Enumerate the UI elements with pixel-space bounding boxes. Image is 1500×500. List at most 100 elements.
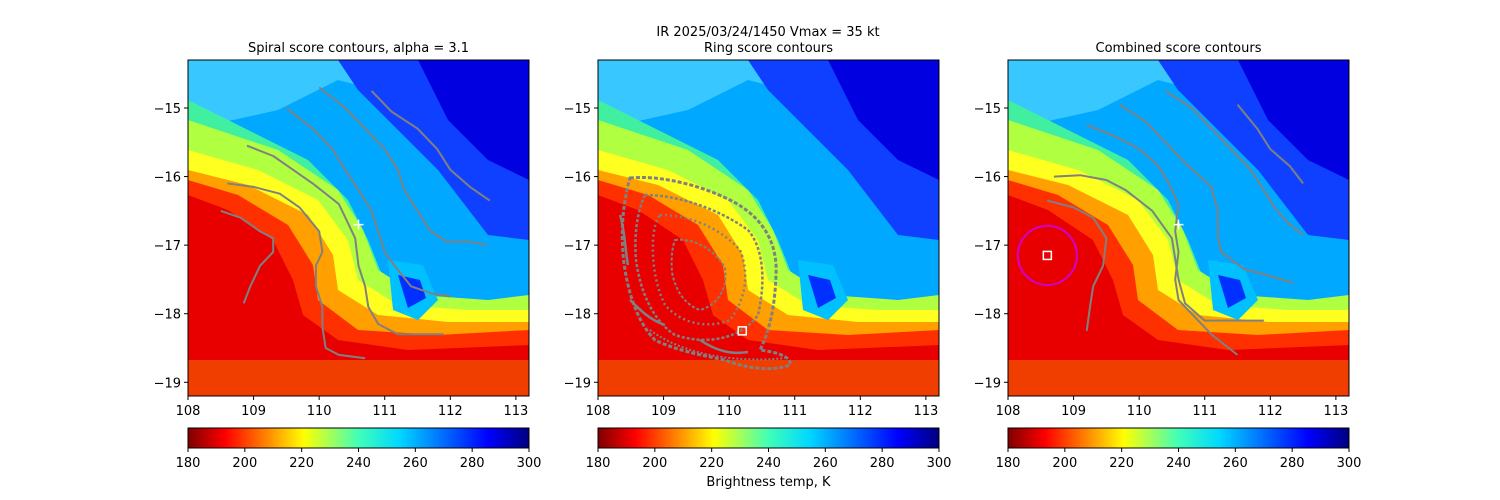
y-tick-label: −15 (564, 102, 591, 117)
colorbar-tick-label: 300 (1337, 456, 1362, 471)
spiral-contours (220, 86, 491, 360)
colorbar-tick-label: 260 (1223, 456, 1248, 471)
x-ticks-spiral: 108 109 110 111 112 113 (176, 396, 528, 419)
colorbar-spiral (187, 427, 530, 449)
colorbar-tick-label: 260 (813, 456, 838, 471)
x-tick-label: 109 (241, 404, 266, 419)
colorbar-tick-label: 280 (460, 456, 485, 471)
colorbar-tick-label: 240 (346, 456, 371, 471)
colorbar-tick-label: 200 (1052, 456, 1077, 471)
y-tick-label: −17 (974, 239, 1001, 254)
panel-title-ring: Ring score contours (704, 41, 833, 56)
colorbar-label: Brightness temp, K (706, 475, 831, 490)
colorbar-tick-label: 200 (642, 456, 667, 471)
colorbar-tick-label: 260 (403, 456, 428, 471)
colorbar-tick-label: 180 (586, 456, 611, 471)
score-contour-line (227, 182, 366, 360)
colorbar-tick-label: 280 (870, 456, 895, 471)
colorbar-ring (597, 427, 940, 449)
colorbar-tick-label: 300 (517, 456, 542, 471)
x-tick-label: 112 (848, 404, 873, 419)
score-contour-line (1236, 103, 1304, 185)
axes-frame-ring (597, 59, 940, 397)
score-contour-line (1047, 199, 1108, 332)
y-tick-label: −19 (564, 376, 591, 391)
colorbar-ticks-spiral: 180 200 220 240 260 280 300 (176, 448, 542, 471)
score-contour-line (318, 86, 487, 247)
y-tick-label: −19 (154, 376, 181, 391)
y-tick-label: −19 (974, 376, 1001, 391)
panel-ring: Ring score contours 108 109 110 111 112 113 −… (564, 41, 952, 490)
y-tick-label: −16 (974, 171, 1001, 186)
score-contour-line (285, 107, 451, 298)
best-fit-circle (1016, 224, 1078, 286)
center-square-marker (1042, 250, 1053, 261)
colorbar-tick-label: 180 (996, 456, 1021, 471)
x-tick-label: 112 (438, 404, 463, 419)
x-tick-label: 108 (996, 404, 1021, 419)
x-tick-label: 110 (307, 404, 332, 419)
ring-markers (737, 326, 748, 336)
score-contour-line (1086, 124, 1239, 356)
colorbar-ticks-combined: 180 200 220 240 260 280 300 (996, 448, 1362, 471)
colorbar-tick-label: 220 (1109, 456, 1134, 471)
score-contour-line (1118, 103, 1294, 284)
x-tick-label: 111 (372, 404, 397, 419)
x-ticks-combined: 108 109 110 111 112 113 (996, 396, 1348, 419)
y-tick-label: −15 (154, 102, 181, 117)
panel-combined: Combined score contours 108 109 110 111 112 1… (974, 41, 1362, 471)
y-tick-label: −16 (564, 171, 591, 186)
score-contour-line (220, 209, 275, 304)
axes-frame-combined (1007, 59, 1350, 397)
y-ticks-spiral: −15 −16 −17 −18 −19 (154, 102, 188, 391)
x-tick-label: 113 (913, 404, 938, 419)
center-square-marker (737, 326, 748, 336)
colorbar-tick-label: 240 (756, 456, 781, 471)
score-contour-line (1053, 174, 1264, 322)
x-tick-label: 108 (586, 404, 611, 419)
y-ticks-combined: −15 −16 −17 −18 −19 (974, 102, 1008, 391)
y-tick-label: −16 (154, 171, 181, 186)
colorbar-combined (1007, 427, 1350, 449)
y-tick-label: −17 (154, 239, 181, 254)
y-tick-label: −17 (564, 239, 591, 254)
y-tick-label: −18 (564, 308, 591, 323)
spiral-markers (353, 219, 364, 230)
y-tick-label: −15 (974, 102, 1001, 117)
x-tick-label: 111 (782, 404, 807, 419)
colorbar-tick-label: 200 (232, 456, 257, 471)
colorbar-tick-label: 240 (1166, 456, 1191, 471)
colorbar-tick-label: 180 (176, 456, 201, 471)
panel-spiral: Spiral score contours, alpha = 3.1 108 10… (154, 41, 542, 471)
figure-suptitle: IR 2025/03/24/1450 Vmax = 35 kt (656, 25, 879, 40)
score-contour-line (246, 144, 444, 336)
colorbar-tick-label: 220 (289, 456, 314, 471)
x-tick-label: 110 (717, 404, 742, 419)
y-ticks-ring: −15 −16 −17 −18 −19 (564, 102, 598, 391)
x-ticks-ring: 108 109 110 111 112 113 (586, 396, 938, 419)
colorbar-tick-label: 280 (1280, 456, 1305, 471)
x-tick-label: 110 (1127, 404, 1152, 419)
x-tick-label: 113 (1323, 404, 1348, 419)
y-tick-label: −18 (974, 308, 1001, 323)
x-tick-label: 111 (1192, 404, 1217, 419)
panel-title-spiral: Spiral score contours, alpha = 3.1 (248, 41, 469, 56)
x-tick-label: 113 (503, 404, 528, 419)
y-tick-label: −18 (154, 308, 181, 323)
first-guess-plus-marker (1173, 219, 1184, 230)
colorbar-tick-label: 220 (699, 456, 724, 471)
x-tick-label: 112 (1258, 404, 1283, 419)
x-tick-label: 109 (651, 404, 676, 419)
colorbar-tick-label: 300 (927, 456, 952, 471)
x-tick-label: 109 (1061, 404, 1086, 419)
ir-image-ring (598, 60, 939, 396)
score-contour-line (370, 90, 491, 202)
x-tick-label: 108 (176, 404, 201, 419)
first-guess-plus-marker (353, 219, 364, 230)
combined-markers (1016, 219, 1184, 286)
panel-title-combined: Combined score contours (1096, 41, 1262, 56)
axes-frame-spiral (187, 59, 530, 397)
combined-contours (1047, 90, 1304, 356)
ring-score-contours (618, 175, 792, 371)
